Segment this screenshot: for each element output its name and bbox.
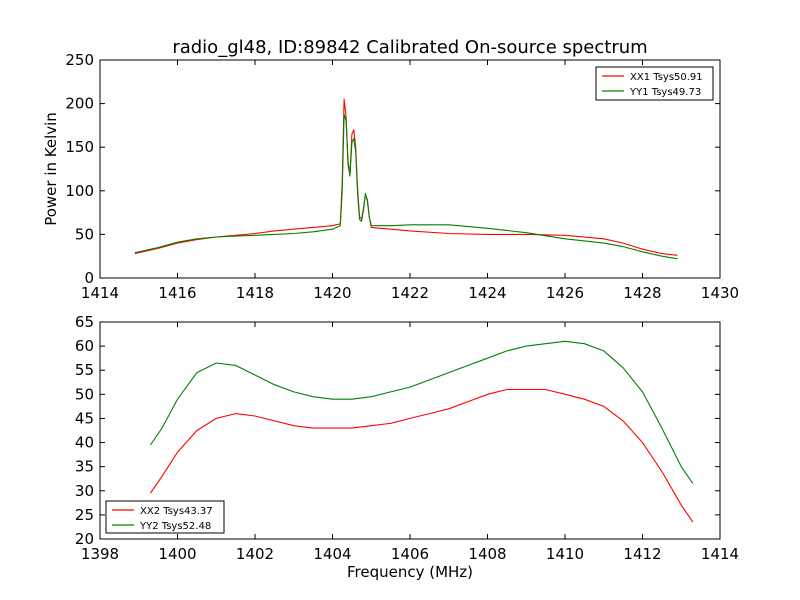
bottom-series-line-1	[149, 388, 694, 523]
bottom-x-tick-label: 1404	[313, 545, 351, 563]
top-series-line-2	[134, 113, 678, 260]
bottom-y-tick-label: 45	[75, 409, 94, 427]
bottom-x-tick-label: 1406	[391, 545, 429, 563]
top-x-tick-label: 1420	[313, 284, 351, 302]
top-series-line-1	[134, 98, 678, 256]
bottom-y-tick-label: 50	[75, 385, 94, 403]
top-y-tick-label: 250	[65, 51, 94, 69]
bottom-y-tick-label: 30	[75, 482, 94, 500]
bottom-x-tick-label: 1414	[701, 545, 739, 563]
bottom-x-tick-label: 1398	[81, 545, 119, 563]
top-x-tick-label: 1422	[391, 284, 429, 302]
bottom-x-tick-label: 1408	[468, 545, 506, 563]
bottom-x-tick-label: 1400	[158, 545, 196, 563]
bottom-legend-label-2: YY2 Tsys52.48	[139, 521, 211, 532]
top-x-tick-label: 1428	[623, 284, 661, 302]
top-x-tick-label: 1424	[468, 284, 506, 302]
bottom-y-tick-label: 20	[75, 530, 94, 548]
bottom-y-tick-label: 40	[75, 434, 94, 452]
top-y-tick-label: 0	[84, 269, 94, 287]
top-legend-box	[595, 66, 714, 101]
x-axis-label: Frequency (MHz)	[347, 563, 473, 581]
chart-title: radio_gl48, ID:89842 Calibrated On-sourc…	[172, 37, 647, 58]
bottom-x-tick-label: 1402	[236, 545, 274, 563]
top-x-tick-label: 1426	[546, 284, 584, 302]
top-x-tick-label: 1414	[81, 284, 119, 302]
bottom-legend: XX2 Tsys43.37 YY2 Tsys52.48	[105, 500, 225, 534]
top-legend: XX1 Tsys50.91 YY1 Tsys49.73	[595, 66, 714, 101]
bottom-y-tick-label: 55	[75, 361, 94, 379]
top-x-tick-label: 1416	[158, 284, 196, 302]
top-y-tick-label: 200	[65, 95, 94, 113]
y-axis-label: Power in Kelvin	[42, 112, 60, 226]
top-y-tick-label: 100	[65, 182, 94, 200]
bottom-x-tick-label: 1410	[546, 545, 584, 563]
top-x-tick-label: 1430	[701, 284, 739, 302]
bottom-legend-box	[105, 500, 225, 534]
bottom-x-tick-label: 1412	[623, 545, 661, 563]
bottom-y-tick-label: 65	[75, 313, 94, 331]
bottom-legend-label-1: XX2 Tsys43.37	[140, 506, 213, 517]
bottom-y-tick-label: 25	[75, 506, 94, 524]
bottom-y-tick-label: 60	[75, 337, 94, 355]
top-y-tick-label: 150	[65, 138, 94, 156]
bottom-y-tick-label: 35	[75, 458, 94, 476]
bottom-series-line-2	[149, 340, 694, 484]
top-y-tick-label: 50	[75, 225, 94, 243]
top-legend-label-2: YY1 Tsys49.73	[629, 87, 701, 98]
top-plot: 1414 1416 1418 1420 1422 1424 1426 1428 1430 0 50 1…	[65, 51, 739, 302]
top-legend-label-1: XX1 Tsys50.91	[630, 72, 703, 83]
bottom-plot: 1398 1400 1402 1404 1406 1408 1410 1412 1414 20 25…	[75, 313, 739, 563]
top-x-tick-label: 1418	[236, 284, 274, 302]
